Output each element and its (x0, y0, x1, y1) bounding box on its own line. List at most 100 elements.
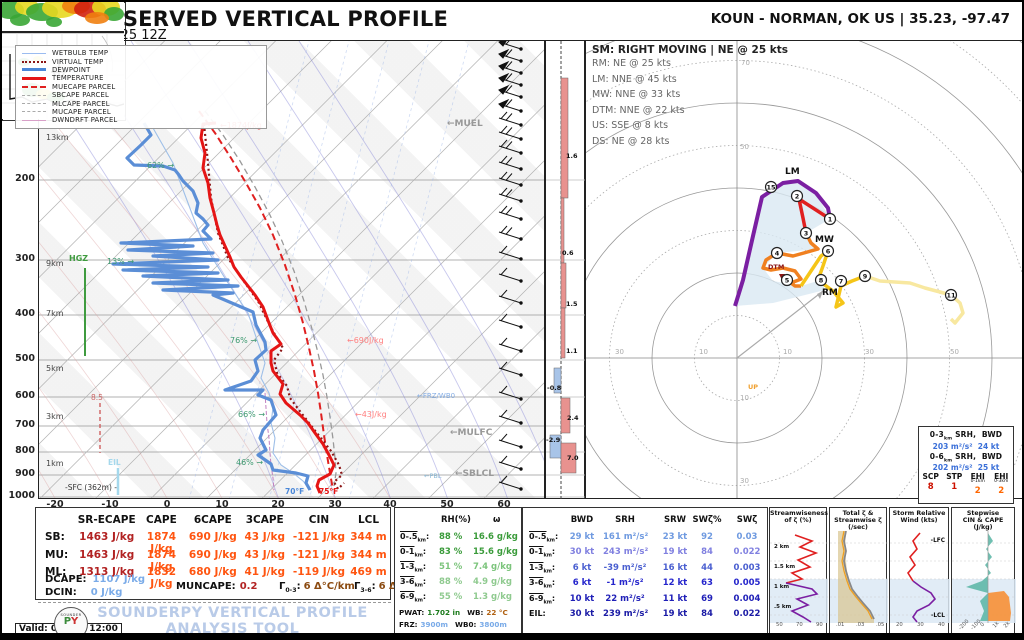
shear-row-label: 0-1km: (529, 547, 556, 559)
pressure-tick: 400 (15, 308, 35, 319)
mini-panel-title: Total ζ & Streamwise ζ (/sec) (834, 510, 882, 531)
wind-barb (498, 385, 523, 401)
xtick: 20 (896, 622, 903, 628)
storm-motion-block: SM: RIGHT MOVING | NE @ 25 kts RM: NE @ … (592, 44, 788, 150)
legend-label: DWNDRFT PARCEL (52, 116, 118, 125)
range: 6-9 (400, 592, 415, 601)
text: : (422, 592, 427, 601)
wind-barb (498, 139, 523, 155)
rh-620-label: 66% → (238, 410, 266, 419)
shear-row-label: 1-3km: (529, 562, 556, 575)
km-marker (799, 226, 813, 240)
km-marker-label: 7 (839, 277, 844, 285)
xtick: .01 (836, 622, 845, 628)
hodo-label: UP (748, 383, 758, 391)
shear-value: 92 (701, 532, 713, 542)
omega-value: 1.6 (566, 152, 578, 160)
surface-label: -SFC (362m) - (65, 483, 117, 492)
sbcape-parcel-sample (22, 94, 46, 96)
text: : (422, 547, 427, 556)
dwndrft-parcel-sample (22, 119, 46, 121)
thermo-value: 43 J/kg (244, 531, 285, 543)
index-name: STP (946, 472, 963, 481)
srh-0-3-values: 203 m²/s² 24 kt (932, 441, 1000, 451)
wind-barb (498, 155, 523, 171)
temperature-sample (22, 76, 46, 80)
muecape-parcel-sample (22, 85, 46, 88)
text: 0-1 (529, 547, 544, 557)
temp-tick: 40 (383, 499, 397, 510)
text: : (554, 532, 559, 541)
thermo-col-header: 6CAPE (193, 514, 232, 526)
shear-value: 0.003 (733, 562, 761, 573)
thermo-row: SB: 1463 J/kg 1874 J/kg 690 J/kg 43 J/kg -121… (36, 531, 390, 555)
text: : (425, 532, 430, 541)
legend-label: MLCAPE PARCEL (52, 99, 110, 108)
thermo-value: -121 J/kg (292, 548, 346, 561)
text: 1-3 (529, 562, 544, 572)
omega-value: 1.1 (566, 347, 578, 355)
km-marker-label: 15 (766, 183, 776, 191)
index-cell: STP 1 (943, 472, 966, 496)
text: 3-6 (529, 578, 544, 588)
wind-barb (498, 433, 523, 449)
thermo-row: ML: 1313 J/kg 1832 J/kg 680 J/kg 41 J/kg -119… (36, 566, 390, 590)
ylabel: .5 km (774, 604, 792, 610)
shear-row-label: 3-6km: (529, 578, 556, 590)
rh-150-label: 62% → (147, 161, 175, 170)
storm-motion-line: DS: NE @ 28 kts (592, 135, 670, 147)
legend-item: DEWPOINT (22, 66, 260, 74)
stepwise-cin-cape-panel: Stepwise CIN & CAPE (J/kg) -200 -100 0 1k 2k (951, 507, 1016, 634)
omega-mix-value: 7.4 g/kg (473, 562, 512, 572)
km-marker-label: 4 (775, 249, 780, 257)
rh-row-label: 6-9km: (400, 592, 427, 604)
text: 0-.5 (529, 532, 547, 541)
ring-label: 30 (740, 477, 749, 485)
lapse-rate-label: 8.5 (91, 393, 103, 402)
srh-summary-box: 0-3km SRH, BWD 203 m²/s² 24 kt 0-6km SRH… (918, 426, 1014, 504)
rh-300-label: 13% → (107, 257, 135, 266)
text: Γ (279, 581, 286, 592)
km-marker-label: 9 (863, 272, 868, 280)
shear-value: 11 kt (662, 593, 688, 604)
rh-800-label: 46% → (236, 458, 264, 467)
km-marker (821, 244, 835, 258)
sblcl-label: ←SBLCL (455, 469, 494, 479)
wind-barb (498, 409, 523, 425)
index-cell: SCP 8 (919, 473, 942, 496)
legend-label: SBCAPE PARCEL (52, 91, 109, 100)
xtick: 70 (796, 622, 803, 628)
ring-label: 50 (950, 348, 959, 356)
legend-item: TEMPERATURE (22, 74, 260, 82)
text: 1107 J/kg (92, 574, 146, 585)
temp-tick: 30 (328, 499, 342, 510)
hodograph-panel: 15 2 1 3 4 5 6 8 7 9 11 70 50 30 10 10 30 50 10 30 LM MW RM DTM… (585, 40, 1022, 499)
height-label: 1km (46, 459, 64, 468)
km-marker (823, 212, 837, 226)
xtick: .05 (876, 622, 885, 628)
wind-barb (498, 84, 523, 99)
ylabel: 1 km (774, 584, 790, 590)
thermo-value: -121 J/kg (292, 531, 346, 543)
omega-value: 1.5 (566, 300, 578, 308)
mini-panel-title: Storm Relative Wind (kts) (892, 510, 946, 524)
xtick: .03 (856, 622, 865, 628)
omega-panel: 1.6 0.6 1.5 1.1 -0.8 2.4 -2.9 7.0 (545, 40, 586, 500)
legend-item: MUECAPE PARCEL (22, 83, 260, 91)
thermo-value: 43 J/kg (244, 548, 285, 561)
text: ω (493, 515, 501, 525)
hodo-label: MW (815, 235, 834, 245)
legend-item: WETBULB TEMP (22, 49, 260, 57)
legend-label: TEMPERATURE (52, 74, 104, 83)
km-marker-label: 5 (785, 276, 790, 284)
shear-value: 239 m²/s² (603, 609, 649, 619)
thermo-value: 690 J/kg (188, 531, 237, 543)
text: DCAPE: (45, 574, 87, 585)
range: 0-1 (400, 547, 415, 556)
text: PWAT: (399, 608, 425, 617)
km-marker (858, 269, 872, 283)
mucape-parcel-sample (22, 111, 46, 113)
text: MUNCAPE: (176, 581, 236, 592)
km-marker-label: 2 (795, 192, 800, 200)
